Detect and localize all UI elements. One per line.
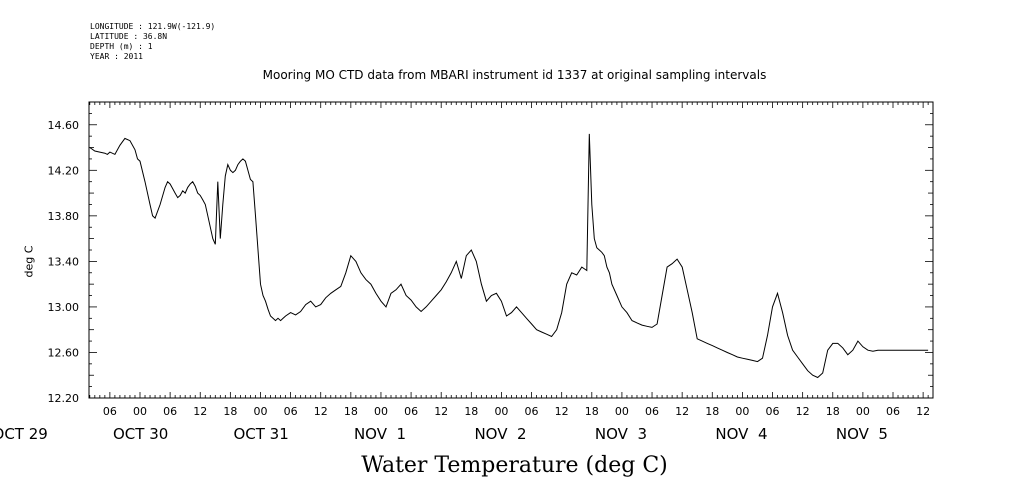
chart-title: Mooring MO CTD data from MBARI instrumen… <box>262 68 767 82</box>
x-hour-label: 06 <box>163 405 177 418</box>
x-hour-label: 00 <box>856 405 870 418</box>
x-hour-label: 00 <box>133 405 147 418</box>
x-hour-label: 06 <box>404 405 418 418</box>
x-hour-label: 12 <box>916 405 930 418</box>
meta-year: YEAR : 2011 <box>90 52 143 61</box>
meta-latitude: LATITUDE : 36.8N <box>90 32 168 41</box>
x-date-label: OCT 30 <box>113 425 168 443</box>
x-hour-label: 18 <box>223 405 237 418</box>
x-date-label: OCT 31 <box>233 425 288 443</box>
x-hour-label: 12 <box>555 405 569 418</box>
meta-longitude: LONGITUDE : 121.9W(-121.9) <box>90 22 216 31</box>
x-hour-label: 12 <box>314 405 328 418</box>
y-tick-label: 14.20 <box>48 164 80 177</box>
x-hour-label: 06 <box>284 405 298 418</box>
plot-frame <box>88 101 934 399</box>
x-hour-label: 06 <box>103 405 117 418</box>
y-tick-label: 14.60 <box>48 119 80 132</box>
x-axis-label: Water Temperature (deg C) <box>361 453 668 478</box>
x-hour-label: 00 <box>735 405 749 418</box>
x-hour-label: 06 <box>525 405 539 418</box>
y-tick-label: 13.00 <box>48 301 80 314</box>
x-hour-label: 18 <box>826 405 840 418</box>
y-tick-label: 12.60 <box>48 346 80 359</box>
y-tick-label: 13.80 <box>48 210 80 223</box>
x-hour-label: 18 <box>344 405 358 418</box>
y-tick-label: 13.40 <box>48 255 80 268</box>
x-date-label: NOV 1 <box>354 425 406 443</box>
meta-depth: DEPTH (m) : 1 <box>90 42 153 51</box>
x-date-label: NOV 4 <box>715 425 767 443</box>
x-date-label: OCT 29 <box>0 425 48 443</box>
x-date-label: NOV 3 <box>595 425 647 443</box>
x-hour-label: 00 <box>374 405 388 418</box>
x-hour-label: 12 <box>675 405 689 418</box>
x-date-label: NOV 5 <box>836 425 888 443</box>
x-hour-label: 18 <box>585 405 599 418</box>
x-hour-label: 12 <box>796 405 810 418</box>
x-hour-label: 00 <box>615 405 629 418</box>
x-hour-label: 18 <box>464 405 478 418</box>
x-hour-label: 06 <box>766 405 780 418</box>
x-hour-label: 12 <box>434 405 448 418</box>
x-hour-label: 00 <box>494 405 508 418</box>
metadata-block: LONGITUDE : 121.9W(-121.9) LATITUDE : 36… <box>90 22 215 62</box>
y-tick-label: 12.20 <box>48 392 80 405</box>
temperature-series-line <box>89 133 929 379</box>
x-hour-label: 00 <box>253 405 267 418</box>
x-hour-label: 12 <box>193 405 207 418</box>
x-hour-label: 06 <box>886 405 900 418</box>
x-date-label: NOV 2 <box>474 425 526 443</box>
x-hour-label: 18 <box>705 405 719 418</box>
x-hour-label: 06 <box>645 405 659 418</box>
